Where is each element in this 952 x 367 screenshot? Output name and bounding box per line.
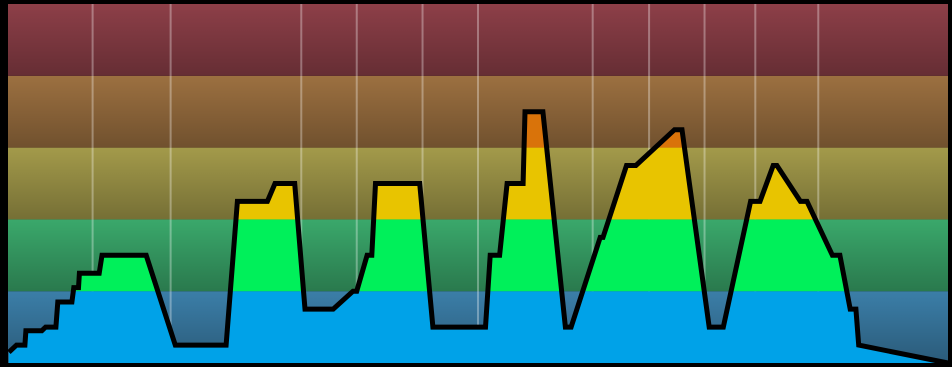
series-lines [7,109,949,366]
zone-4-shade [8,75,948,148]
series-line [7,109,949,366]
zone-5-shade [8,4,948,76]
plot-frame [4,0,952,367]
